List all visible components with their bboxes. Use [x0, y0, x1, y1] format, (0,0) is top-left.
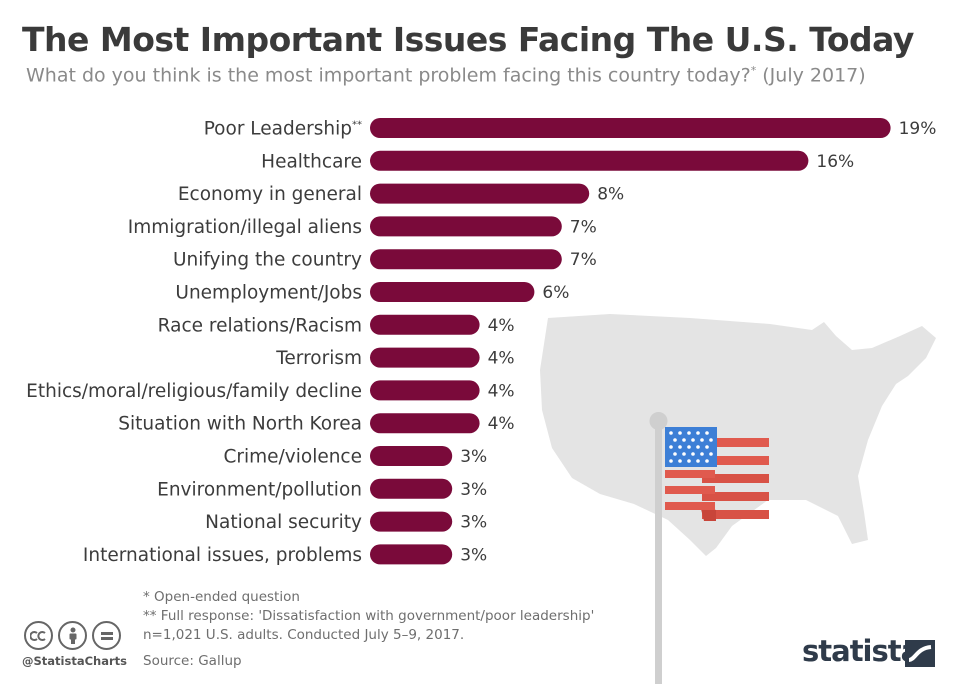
bar: [370, 478, 453, 499]
bar: [370, 380, 480, 401]
category-label: Healthcare: [261, 151, 362, 172]
value-label: 19%: [899, 119, 937, 139]
value-label: 3%: [460, 513, 487, 533]
us-map-silhouette: [540, 314, 936, 556]
category-label: Immigration/illegal aliens: [128, 217, 362, 238]
category-label: Situation with North Korea: [118, 414, 362, 435]
value-label: 8%: [597, 185, 624, 205]
subtitle-text: What do you think is the most important …: [26, 64, 751, 87]
value-label: 3%: [460, 447, 487, 467]
category-label: Race relations/Racism: [158, 315, 362, 336]
bar: [370, 347, 480, 368]
category-label: International issues, problems: [83, 545, 362, 566]
subtitle-date: (July 2017): [756, 64, 866, 87]
value-label: 4%: [488, 316, 515, 336]
bar: [370, 314, 480, 335]
category-label: National security: [205, 512, 362, 533]
footnote-open-ended: * Open-ended question: [143, 589, 300, 605]
bar: [370, 249, 562, 270]
bar: [370, 413, 480, 434]
statista-logo[interactable]: statista: [802, 634, 920, 668]
footnote-sample: n=1,021 U.S. adults. Conducted July 5–9,…: [143, 627, 465, 643]
value-label: 16%: [816, 152, 854, 172]
bar: [370, 544, 453, 565]
value-label: 6%: [542, 283, 569, 303]
category-label: Ethics/moral/religious/family decline: [26, 381, 362, 402]
category-label: Unifying the country: [173, 250, 362, 271]
bar: [370, 216, 562, 237]
license-icons: [24, 621, 121, 650]
bar: [370, 150, 809, 171]
category-label: Unemployment/Jobs: [175, 283, 362, 304]
value-label: 4%: [488, 381, 515, 401]
category-labels-layer: Poor Leadership** Healthcare Economy in ge…: [26, 119, 362, 566]
bar: [370, 118, 891, 138]
us-flag-icon: [665, 427, 769, 521]
category-label: Crime/violence: [223, 447, 362, 468]
bar: [370, 446, 453, 466]
category-label: Environment/pollution: [157, 479, 362, 500]
bar: [370, 282, 535, 302]
value-label: 4%: [488, 349, 515, 369]
value-label: 3%: [460, 480, 487, 500]
value-label: 3%: [460, 545, 487, 565]
chart-title: The Most Important Issues Facing The U.S…: [22, 20, 914, 59]
value-label: 4%: [488, 414, 515, 434]
value-label: 7%: [570, 217, 597, 237]
subtitle-footnote-marker: *: [750, 64, 757, 77]
value-labels-layer: 19%16%8%7%7%6%4%4%4%4%3%3%3%3%: [460, 119, 936, 565]
footnote-full-response: ** Full response: 'Dissatisfaction with …: [143, 608, 595, 624]
statista-logo-mark-icon: [905, 640, 935, 667]
chart-subtitle: What do you think is the most important …: [26, 64, 866, 86]
category-label: Poor Leadership**: [204, 119, 362, 140]
no-derivatives-icon[interactable]: [92, 621, 121, 650]
flag-pole: [649, 412, 668, 684]
category-label: Economy in general: [178, 184, 362, 205]
twitter-handle[interactable]: @StatistaCharts: [22, 654, 127, 668]
source-note: Source: Gallup: [143, 653, 242, 669]
bar: [370, 511, 453, 532]
bars-layer: [370, 118, 891, 565]
value-label: 7%: [570, 250, 597, 270]
footnotes: * Open-ended question ** Full response: …: [143, 588, 594, 645]
attribution-person-icon[interactable]: [58, 621, 87, 650]
creative-commons-icon[interactable]: [24, 621, 53, 650]
bar: [370, 183, 590, 204]
category-label: Terrorism: [275, 348, 362, 369]
